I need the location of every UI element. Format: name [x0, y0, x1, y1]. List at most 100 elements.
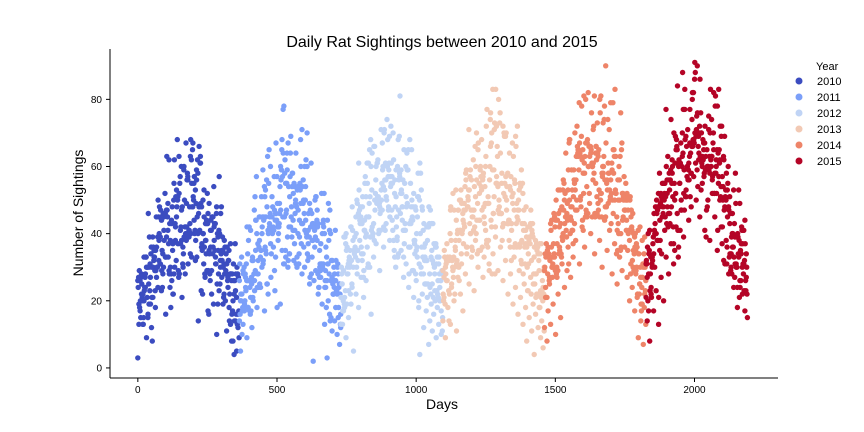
data-point — [264, 204, 270, 210]
data-point — [327, 230, 334, 237]
data-point — [259, 230, 265, 237]
data-point — [456, 277, 462, 284]
data-point — [208, 291, 215, 297]
data-point — [683, 194, 689, 200]
data-point — [163, 311, 169, 317]
data-point — [273, 140, 279, 146]
data-point — [603, 140, 609, 146]
data-point — [486, 261, 492, 267]
data-point — [716, 173, 722, 180]
data-point — [682, 86, 688, 93]
y-axis-label: Number of Sightings — [70, 150, 86, 277]
data-point — [164, 207, 170, 213]
data-point — [468, 177, 475, 183]
data-point — [393, 224, 400, 230]
data-point — [471, 183, 478, 190]
data-point — [264, 281, 270, 287]
data-point — [206, 311, 212, 317]
data-point — [488, 224, 495, 230]
data-point — [658, 274, 664, 280]
data-point — [477, 217, 483, 223]
data-point — [457, 291, 464, 297]
data-point — [455, 207, 462, 213]
data-point — [572, 130, 578, 136]
data-point — [217, 281, 223, 287]
data-point — [448, 281, 455, 287]
data-point — [615, 220, 621, 227]
data-point — [446, 318, 452, 324]
data-point — [460, 217, 466, 223]
data-point — [177, 180, 183, 186]
data-point — [148, 324, 155, 331]
data-point — [322, 284, 328, 291]
data-point — [485, 194, 491, 200]
data-point — [195, 318, 201, 324]
data-point — [262, 244, 268, 250]
data-point — [181, 197, 188, 203]
data-point — [319, 301, 325, 307]
data-point — [226, 257, 232, 264]
data-point — [523, 204, 529, 210]
data-point — [737, 284, 743, 291]
data-point — [277, 301, 283, 307]
data-point — [349, 227, 356, 233]
data-point — [637, 224, 643, 230]
data-point — [259, 264, 265, 270]
data-point — [268, 251, 274, 257]
data-point — [641, 251, 647, 257]
legend-marker — [795, 109, 803, 117]
data-point — [634, 264, 640, 270]
data-point — [301, 210, 307, 217]
data-point — [595, 207, 602, 213]
data-point — [172, 224, 179, 230]
data-point — [603, 63, 609, 69]
data-point — [394, 163, 401, 170]
data-point — [172, 264, 178, 270]
data-point — [162, 190, 168, 197]
data-point — [321, 321, 328, 327]
data-point — [689, 116, 695, 123]
data-point — [389, 207, 395, 213]
data-point — [555, 291, 561, 297]
data-point — [530, 301, 536, 307]
data-point — [452, 244, 458, 250]
data-point — [379, 140, 385, 146]
data-point — [708, 116, 715, 123]
data-point — [428, 301, 434, 307]
series-2014 — [541, 63, 649, 348]
data-point — [503, 130, 509, 136]
data-point — [354, 200, 360, 207]
series-2010 — [135, 136, 242, 361]
data-point — [558, 254, 565, 260]
data-point — [248, 308, 254, 314]
data-point — [165, 254, 171, 260]
data-point — [245, 237, 252, 244]
data-point — [433, 244, 439, 250]
data-point — [563, 234, 570, 240]
data-point — [139, 298, 146, 304]
data-point — [598, 214, 605, 220]
data-point — [481, 214, 487, 220]
data-point — [143, 254, 149, 260]
data-point — [472, 194, 479, 200]
data-point — [453, 328, 460, 334]
data-point — [611, 241, 618, 247]
data-point — [522, 304, 529, 311]
data-point — [197, 153, 204, 160]
data-point — [418, 187, 424, 193]
data-point — [698, 130, 705, 136]
data-point — [253, 173, 260, 180]
data-point — [418, 264, 424, 270]
data-point — [524, 288, 531, 294]
data-point — [742, 241, 748, 247]
data-point — [275, 230, 282, 237]
data-point — [413, 207, 419, 213]
data-point — [325, 298, 331, 304]
data-point — [645, 298, 651, 304]
data-point — [290, 190, 296, 197]
data-point — [406, 271, 412, 277]
data-point — [397, 210, 404, 217]
data-point — [461, 224, 468, 230]
data-point — [594, 194, 600, 200]
